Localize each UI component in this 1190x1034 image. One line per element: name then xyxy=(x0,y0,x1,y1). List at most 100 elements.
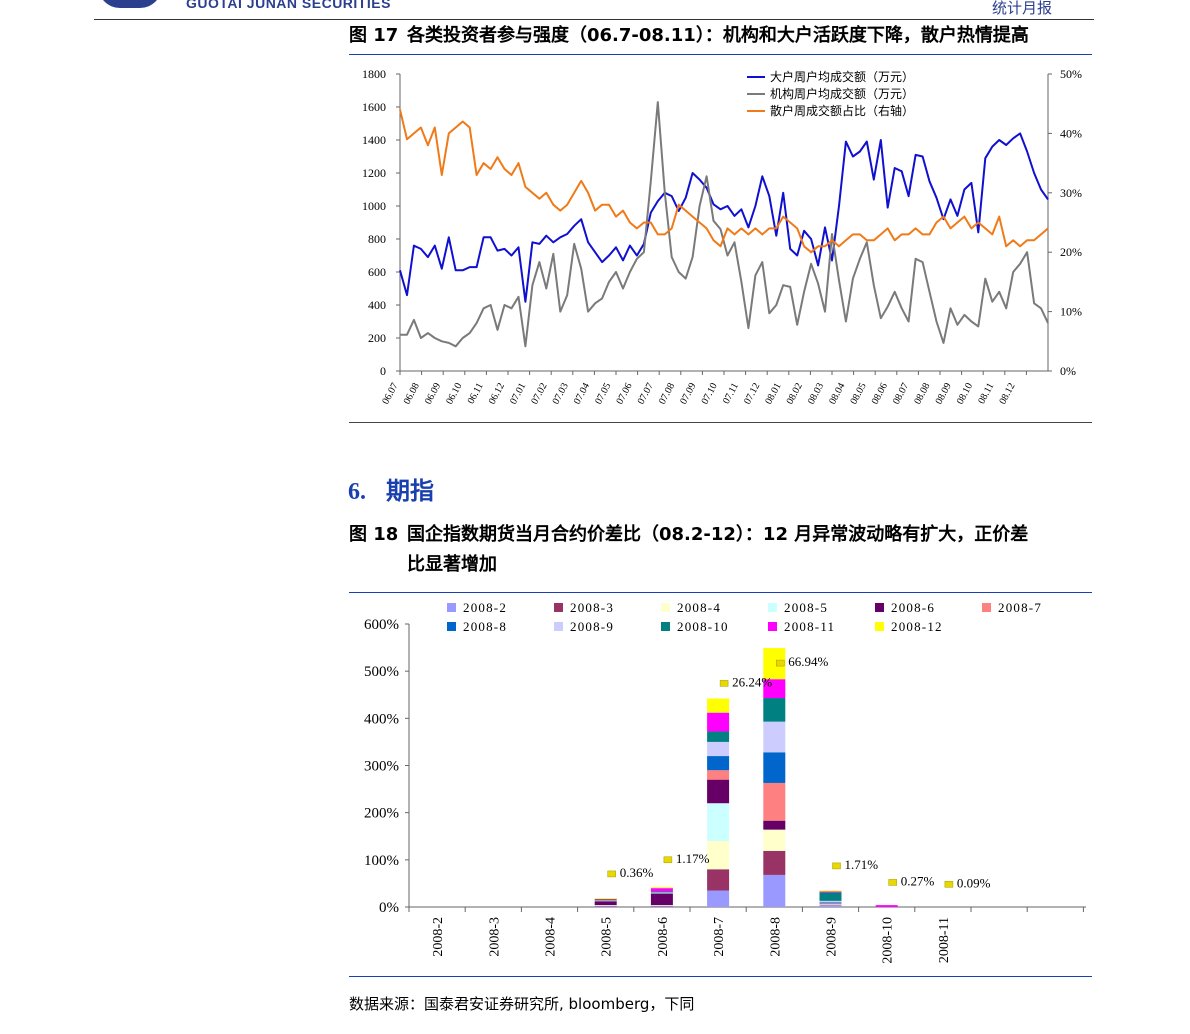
legend-swatch xyxy=(875,622,884,631)
stacked-bar-segment xyxy=(650,906,673,908)
stacked-bar-segment xyxy=(594,899,617,900)
y-tick-label: 1400 xyxy=(362,133,386,147)
stacked-bar-segment xyxy=(707,770,730,780)
stacked-bar-segment xyxy=(763,850,786,875)
stacked-bar-segment xyxy=(819,892,842,901)
x-tick-label: 06.08 xyxy=(402,381,422,406)
stacked-bar-segment xyxy=(594,906,617,908)
legend-label: 2008-9 xyxy=(570,619,614,634)
legend-label: 2008-6 xyxy=(891,600,935,615)
x-tick-label: 2008-3 xyxy=(487,917,502,957)
y2-tick-label: 0% xyxy=(1060,364,1076,378)
stacked-bar-segment xyxy=(819,902,842,904)
annotation-marker xyxy=(663,856,673,864)
stacked-bar-segment xyxy=(707,803,730,841)
x-tick-label: 08.11 xyxy=(976,381,996,406)
x-tick-label: 08.08 xyxy=(912,381,932,406)
stacked-bar-segment xyxy=(594,906,617,907)
y-tick-label: 0% xyxy=(379,900,399,916)
annotation-marker xyxy=(776,659,785,667)
stacked-bar-segment xyxy=(819,904,842,906)
x-tick-label: 2008-8 xyxy=(768,917,783,957)
x-tick-label: 08.06 xyxy=(870,381,890,406)
figure-17-label: 图 17 xyxy=(349,25,399,46)
stacked-bar-segment xyxy=(763,721,786,753)
page-header: GUOTAI JUNAN SECURITIES 统计月报 xyxy=(0,0,1190,22)
stacked-bar-segment xyxy=(707,698,730,713)
annotation-label: 1.17% xyxy=(676,851,710,866)
x-tick-label: 06.11 xyxy=(466,381,486,406)
x-tick-label: 2008-7 xyxy=(712,917,727,957)
x-tick-label: 2008-5 xyxy=(600,917,615,957)
futures-spread-stacked-bar-chart: 0% 100% 200% 300% 400% 500% 600% 2008-2 2008-3 20… xyxy=(364,600,1086,964)
stacked-bar-segment xyxy=(819,900,842,903)
stacked-bar-segment xyxy=(650,888,673,892)
y-tick-label: 1600 xyxy=(362,100,386,114)
figure-18-caption: 图 18 国企指数期货当月合约价差比（08.2-12）：12 月异常波动略有扩大，… xyxy=(349,520,1028,550)
x-tick-label: 2008-11 xyxy=(937,917,952,963)
stacked-bar-segment xyxy=(763,698,786,722)
stacked-bar-segment xyxy=(650,887,673,889)
annotation-marker xyxy=(832,862,841,870)
y2-tick-label: 20% xyxy=(1060,245,1082,259)
data-source-note: 数据来源：国泰君安证券研究所, bloomberg，下同 xyxy=(349,995,695,1013)
stacked-bar-segment xyxy=(594,898,617,900)
figure-18-caption-line2: 比显著增加 xyxy=(407,550,497,580)
legend-label: 大户周户均成交额（万元） xyxy=(770,69,914,84)
section-title: 期指 xyxy=(386,477,434,505)
y-tick-label: 400% xyxy=(364,711,399,727)
stacked-bar-segment xyxy=(594,905,617,907)
x-tick-label: 08.09 xyxy=(934,381,954,406)
figure-17-bottom-rule xyxy=(349,422,1092,423)
stacked-bar-segment xyxy=(594,900,617,902)
x-tick-label: 08.07 xyxy=(891,381,911,406)
stacked-bar-segment xyxy=(763,679,786,699)
stacked-bar-segment xyxy=(707,890,730,907)
stacked-bar-segment xyxy=(707,840,730,870)
figure-18-bottom-rule xyxy=(349,976,1092,977)
legend-swatch xyxy=(982,603,991,612)
stacked-bar-segment xyxy=(650,892,673,894)
x-tick-label: 07.07 xyxy=(636,381,656,406)
annotation-label: 26.24% xyxy=(732,674,772,689)
y2-tick-label: 50% xyxy=(1060,67,1082,81)
annotation-marker xyxy=(888,879,897,886)
x-tick-label: 08.04 xyxy=(827,381,847,406)
x-tick-label: 07.02 xyxy=(529,381,549,406)
stacked-bar-segment xyxy=(594,899,617,901)
stacked-bar-segment xyxy=(819,904,842,905)
stacked-bar-segment xyxy=(650,905,673,906)
y-tick-label: 800 xyxy=(368,232,386,246)
legend-label: 2008-3 xyxy=(570,600,614,615)
stacked-bar-segment xyxy=(707,756,730,771)
legend-label: 2008-12 xyxy=(891,619,943,634)
stacked-bar-segment xyxy=(707,731,730,742)
x-tick-label: 07.06 xyxy=(614,381,634,406)
x-tick-label: 08.01 xyxy=(763,381,783,406)
series-line xyxy=(400,101,1049,348)
legend-swatch xyxy=(768,622,777,631)
figure-18-top-rule xyxy=(349,592,1092,593)
legend-label: 2008-11 xyxy=(784,619,835,634)
x-tick-label: 2008-4 xyxy=(544,917,559,957)
stacked-bar-segment xyxy=(707,741,730,757)
section-number: 6. xyxy=(348,479,366,505)
annotation-label: 0.09% xyxy=(957,875,991,890)
stacked-bar-segment xyxy=(650,906,673,907)
stacked-bar-segment xyxy=(763,648,786,680)
annotation-marker xyxy=(607,870,616,878)
legend-swatch xyxy=(768,603,777,612)
series-line xyxy=(399,132,1049,303)
annotation-label: 66.94% xyxy=(788,654,828,669)
brand-name: GUOTAI JUNAN SECURITIES xyxy=(186,0,391,11)
x-tick-label: 07.03 xyxy=(551,381,571,406)
x-tick-label: 07.08 xyxy=(657,381,677,406)
company-logo xyxy=(98,0,162,8)
stacked-bar-segment xyxy=(650,891,673,893)
annotation-marker xyxy=(719,680,729,687)
x-tick-label: 07.05 xyxy=(593,381,613,406)
annotation-marker xyxy=(944,881,954,888)
figure-17-top-rule xyxy=(349,54,1092,55)
x-tick-label: 2008-10 xyxy=(881,917,896,964)
x-tick-label: 08.12 xyxy=(997,381,1017,406)
